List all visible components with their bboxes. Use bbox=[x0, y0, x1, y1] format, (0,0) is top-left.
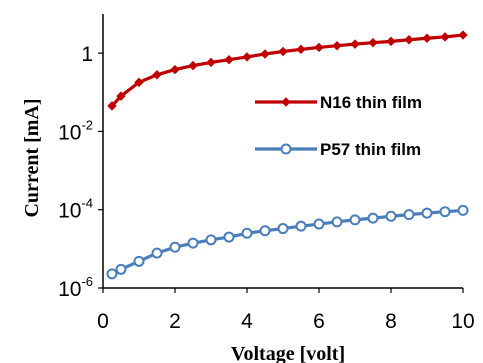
x-axis-title: Voltage [volt] bbox=[231, 343, 345, 363]
y-tick-label: 10-4 bbox=[58, 196, 93, 223]
data-point bbox=[223, 231, 235, 243]
data-point bbox=[296, 44, 306, 55]
legend-label: P57 thin film bbox=[320, 140, 421, 159]
legend-entry: P57 thin film bbox=[255, 140, 421, 159]
data-point bbox=[152, 70, 162, 80]
data-point bbox=[367, 212, 379, 224]
y-tick-label: 1 bbox=[81, 43, 93, 66]
data-point bbox=[349, 214, 361, 226]
series-1 bbox=[107, 30, 468, 111]
data-point bbox=[241, 227, 253, 239]
legend: N16 thin film P57 thin film bbox=[255, 93, 422, 159]
data-point bbox=[314, 42, 324, 53]
x-tick-label: 6 bbox=[313, 310, 325, 333]
data-point bbox=[107, 101, 117, 111]
data-point bbox=[205, 234, 217, 246]
legend-swatch-marker bbox=[281, 97, 291, 107]
x-tick-label: 8 bbox=[385, 310, 397, 333]
data-point bbox=[259, 225, 271, 237]
y-tick-label: 10-2 bbox=[58, 117, 93, 144]
data-point bbox=[115, 263, 127, 275]
data-point bbox=[134, 77, 144, 88]
data-point bbox=[106, 268, 118, 280]
data-point bbox=[295, 220, 307, 232]
data-point bbox=[116, 91, 126, 101]
data-point bbox=[386, 36, 396, 47]
data-point bbox=[170, 64, 180, 75]
data-point bbox=[313, 218, 325, 230]
legend-swatch-marker bbox=[280, 143, 292, 155]
legend-label: N16 thin film bbox=[320, 93, 422, 112]
legend-entry: N16 thin film bbox=[255, 93, 422, 112]
data-point bbox=[422, 33, 432, 43]
data-point bbox=[133, 255, 145, 267]
plot-area bbox=[102, 14, 463, 289]
data-point bbox=[368, 37, 378, 48]
data-point bbox=[187, 237, 199, 249]
y-tick-label: 10-6 bbox=[58, 274, 93, 301]
data-point bbox=[188, 60, 198, 71]
data-point bbox=[242, 52, 252, 62]
data-point bbox=[421, 207, 433, 219]
data-point bbox=[277, 223, 289, 235]
ticks-group: 0 2 4 6 8 10 10-6 10-4 10-2 1 bbox=[58, 43, 475, 333]
x-tick-label: 0 bbox=[97, 310, 109, 333]
data-point bbox=[151, 247, 163, 259]
x-tick-label: 2 bbox=[169, 310, 181, 333]
data-point bbox=[206, 57, 216, 68]
data-point bbox=[224, 54, 234, 65]
data-point bbox=[169, 241, 181, 253]
data-point bbox=[439, 206, 451, 218]
data-point bbox=[331, 216, 343, 228]
data-point bbox=[404, 35, 414, 45]
x-tick-label: 4 bbox=[241, 310, 253, 333]
data-point bbox=[332, 40, 342, 51]
data-point bbox=[260, 49, 270, 59]
y-axis-title: Current [mA] bbox=[21, 98, 43, 217]
data-point bbox=[278, 46, 288, 57]
series-layer bbox=[106, 30, 469, 280]
series-2 bbox=[106, 204, 469, 280]
data-point bbox=[457, 204, 469, 216]
x-tick-label: 10 bbox=[451, 310, 474, 333]
data-point bbox=[350, 39, 360, 49]
data-point bbox=[458, 30, 468, 40]
data-point bbox=[385, 210, 397, 222]
data-point bbox=[403, 209, 415, 221]
data-point bbox=[440, 32, 450, 42]
